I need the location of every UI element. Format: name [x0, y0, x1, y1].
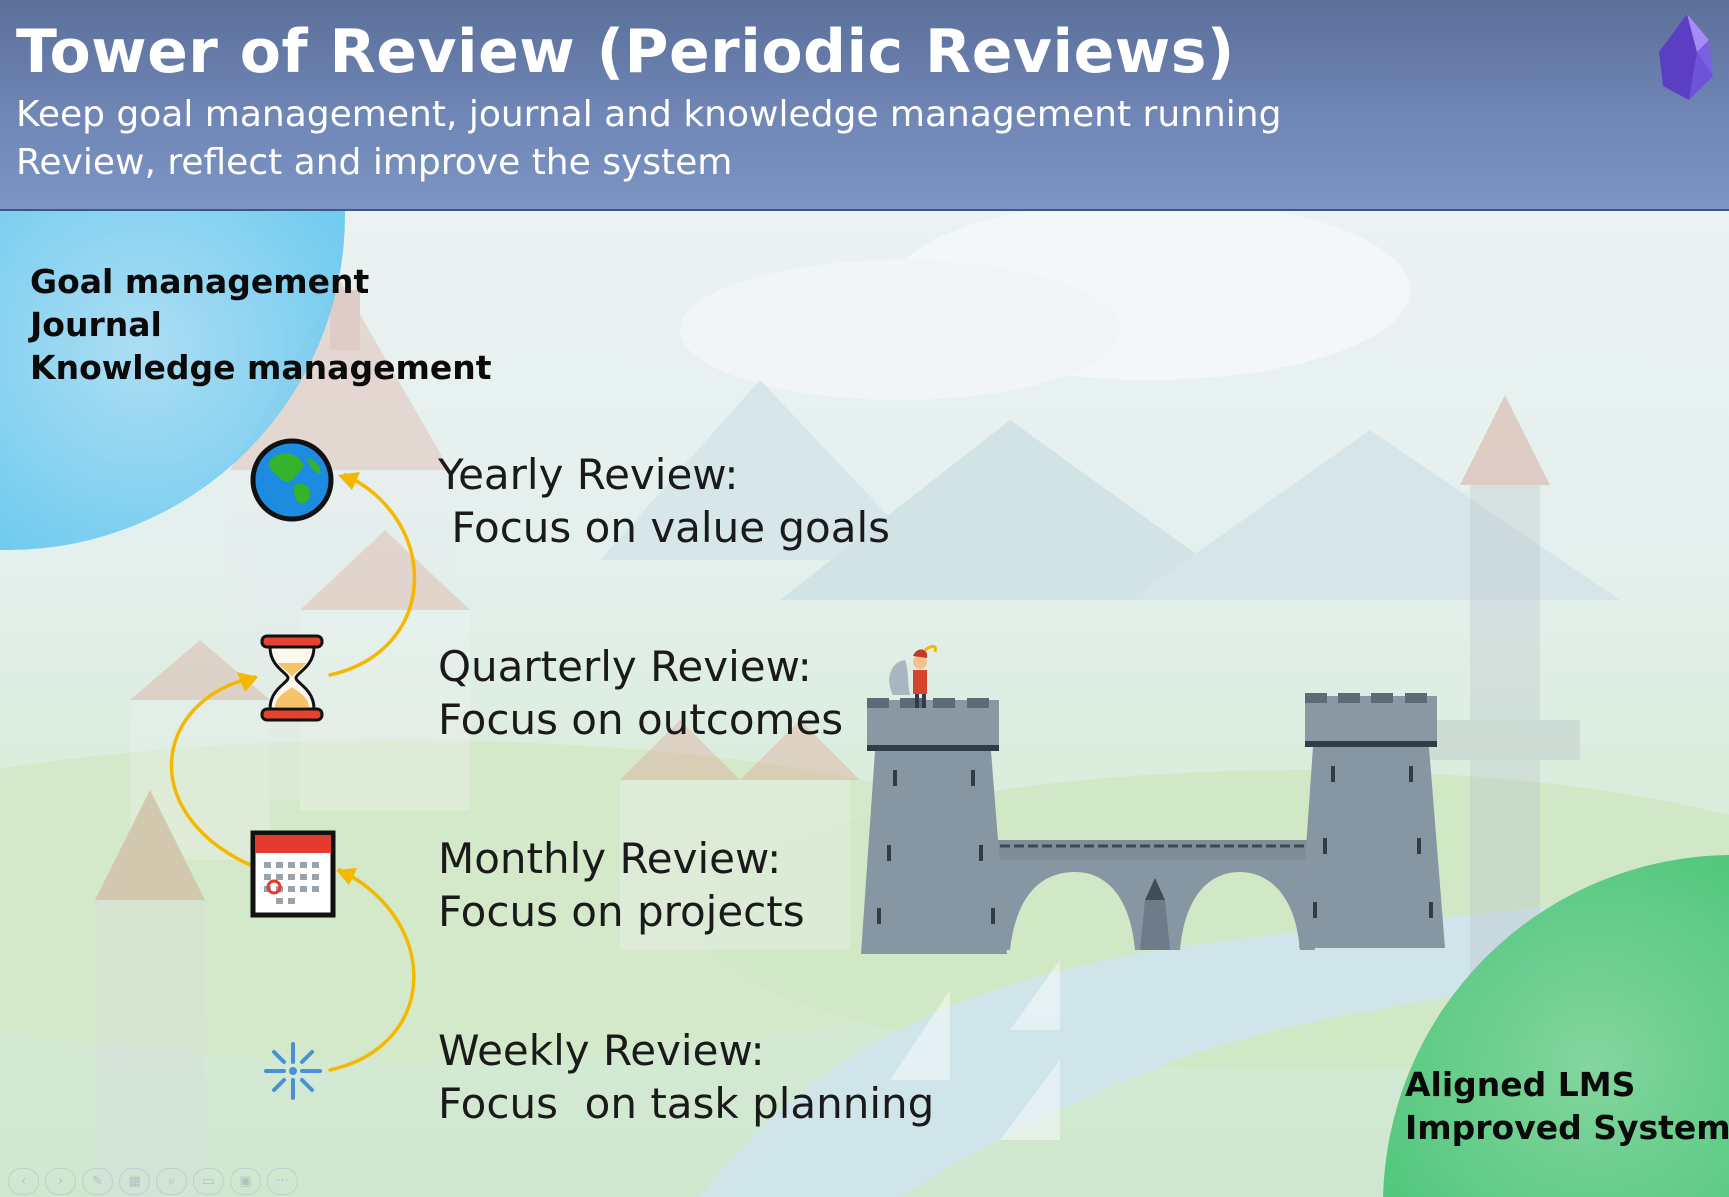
yearly-review-title: Yearly Review: [438, 450, 739, 499]
monthly-review: Monthly Review: Focus on projects [438, 832, 805, 938]
left-tower [861, 644, 1007, 954]
slides-icon[interactable]: ▦ [119, 1168, 150, 1195]
header-banner: Tower of Review (Periodic Reviews) Keep … [0, 0, 1729, 211]
arrow-monthly-to-quarterly [169, 675, 264, 872]
pen-icon[interactable]: ✎ [82, 1168, 113, 1195]
subtitle-line-2: Review, reflect and improve the system [16, 142, 733, 183]
stone-bridge [995, 840, 1315, 950]
yearly-review-focus: Focus on value goals [438, 503, 891, 552]
more-icon[interactable]: ··· [267, 1168, 298, 1195]
weekly-review-focus: Focus on task planning [438, 1079, 935, 1128]
knight-figure [889, 644, 937, 708]
arrowhead-yearly [338, 472, 360, 490]
hourglass-icon [260, 634, 324, 722]
subtitle-line-1: Keep goal management, journal and knowle… [16, 94, 1282, 135]
quarterly-review-title: Quarterly Review: [438, 642, 812, 691]
subtitles-icon[interactable]: ▭ [193, 1168, 224, 1195]
arrow-weekly-to-monthly [328, 868, 416, 1072]
obsidian-crystal-icon [1659, 14, 1713, 100]
quarterly-review-focus: Focus on outcomes [438, 695, 844, 744]
right-tower [1299, 693, 1445, 948]
castle-bridge-illustration [861, 644, 1445, 954]
output-list: Aligned LMS Improved System [1405, 1063, 1729, 1149]
input-journal: Journal [30, 305, 162, 344]
quarterly-review: Quarterly Review: Focus on outcomes [438, 640, 843, 746]
sparkle-icon [264, 1042, 322, 1100]
output-aligned-lms: Aligned LMS [1405, 1065, 1636, 1104]
camera-icon[interactable]: ▣ [230, 1168, 261, 1195]
globe-icon [250, 438, 334, 522]
slide-title: Tower of Review (Periodic Reviews) [16, 17, 1235, 87]
arrowhead-quarterly [237, 672, 258, 692]
monthly-review-title: Monthly Review: [438, 834, 782, 883]
zoom-icon[interactable]: ⌕ [156, 1168, 187, 1195]
weekly-review-title: Weekly Review: [438, 1026, 765, 1075]
arrowhead-monthly [336, 868, 357, 885]
input-goal-management: Goal management [30, 262, 370, 301]
weekly-review: Weekly Review: Focus on task planning [438, 1024, 934, 1130]
monthly-review-focus: Focus on projects [438, 887, 805, 936]
next-icon[interactable]: › [45, 1168, 76, 1195]
output-improved-system: Improved System [1405, 1108, 1729, 1147]
yearly-review: Yearly Review: Focus on value goals [438, 448, 890, 554]
input-knowledge-management: Knowledge management [30, 348, 492, 387]
input-list: Goal management Journal Knowledge manage… [30, 260, 491, 389]
presentation-toolbar: ‹ › ✎ ▦ ⌕ ▭ ▣ ··· [8, 1168, 298, 1195]
calendar-icon [250, 830, 336, 918]
previous-icon[interactable]: ‹ [8, 1168, 39, 1195]
arrow-quarterly-to-yearly [328, 473, 417, 677]
